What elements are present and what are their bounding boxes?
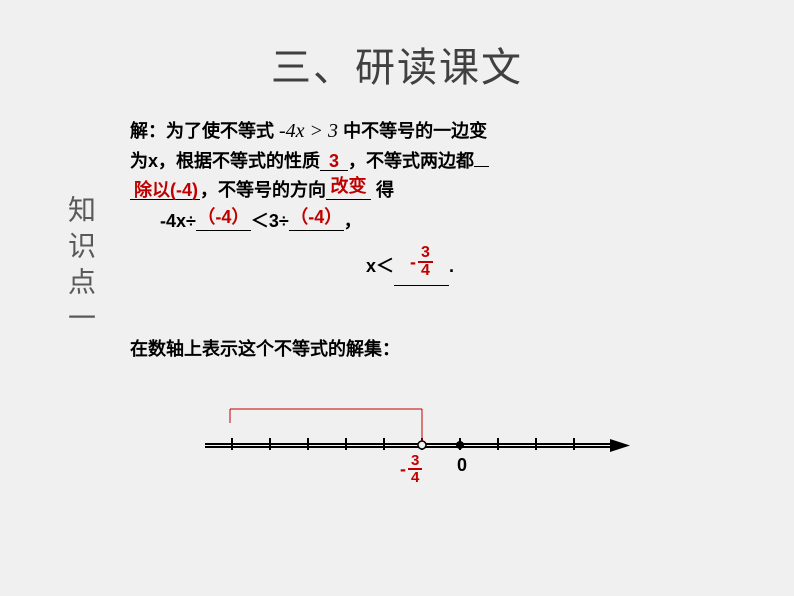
text-segment: 得 — [371, 180, 394, 200]
minus-sign: - — [410, 253, 416, 271]
text-segment: ，不等号的方向 — [200, 180, 326, 200]
answer-divide: 除以(-4) — [134, 180, 198, 200]
problem-line-4: x＜ - 3 4 . — [130, 249, 690, 286]
text-segment: x＜ — [366, 256, 394, 276]
answer-neg4-a: （-4） — [197, 207, 249, 227]
answer-neg4-b: （-4） — [290, 207, 342, 227]
answer-change: 改变 — [331, 176, 367, 196]
text-segment: 为x，根据不等式的性质 — [130, 151, 320, 171]
main-content: 解：为了使不等式 -4x > 3 中不等号的一边变 为x，根据不等式的性质3，不… — [130, 115, 690, 286]
math-expression: -4x > 3 — [279, 115, 338, 147]
fraction-numerator: 3 — [408, 453, 422, 470]
text-segment: 解：为了使不等式 — [130, 121, 279, 141]
fraction-numerator: 3 — [418, 245, 433, 263]
text-segment: ＜3÷ — [251, 211, 289, 231]
problem-line-2b: 除以(-4)，不等号的方向改变 得 — [130, 176, 690, 205]
number-line: 0 - 3 4 — [200, 395, 630, 515]
answer-fraction: - 3 4 — [410, 245, 433, 279]
fraction-denominator: 4 — [408, 470, 422, 485]
numberline-caption: 在数轴上表示这个不等式的解集： — [130, 335, 400, 361]
answer-property-3: 3 — [329, 151, 339, 171]
page-title: 三、研读课文 — [0, 0, 794, 93]
problem-line-1: 解：为了使不等式 -4x > 3 中不等号的一边变 — [130, 115, 690, 147]
numberline-zero-label: 0 — [457, 455, 467, 476]
minus-sign: - — [400, 459, 406, 480]
problem-line-3: -4x÷（-4）＜3÷（-4）， — [130, 207, 690, 236]
text-segment: . — [449, 256, 454, 276]
fraction-denominator: 4 — [418, 263, 433, 279]
problem-line-2: 为x，根据不等式的性质 3 ，不等式两边都 — [130, 147, 690, 176]
text-segment: -4x÷ — [160, 211, 196, 231]
numberline-fraction-label: - 3 4 — [400, 453, 422, 485]
knowledge-point-label: 知识点一 — [60, 195, 100, 339]
text-segment: 中不等号的一边变 — [338, 121, 487, 141]
text-segment: ， — [344, 211, 362, 231]
text-segment: ，不等式两边都 — [348, 151, 474, 171]
